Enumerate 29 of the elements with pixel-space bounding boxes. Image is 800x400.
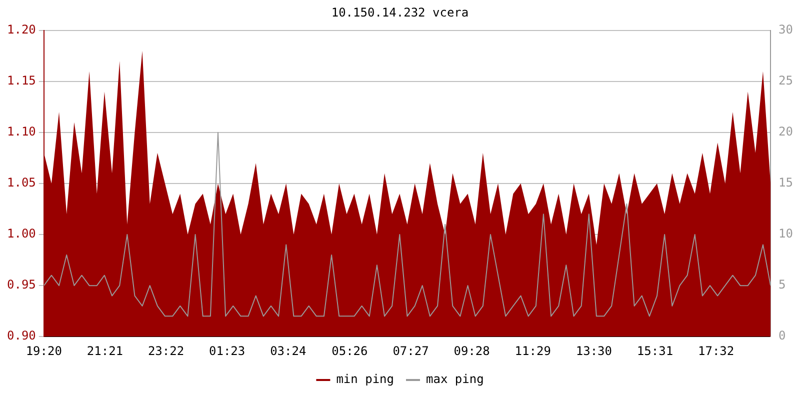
x-tick-label: 13:30 bbox=[576, 344, 612, 358]
x-tick-label: 07:27 bbox=[392, 344, 429, 358]
y2-tick-label: 10 bbox=[778, 226, 794, 241]
y-tick-label: 1.10 bbox=[6, 124, 36, 139]
chart-title: 10.150.14.232 vcera bbox=[331, 5, 469, 20]
y2-tick-label: 0 bbox=[778, 328, 786, 343]
y-tick-label: 1.15 bbox=[6, 74, 36, 88]
x-tick-label: 23:22 bbox=[148, 344, 184, 358]
x-tick-label: 01:23 bbox=[209, 344, 246, 358]
x-tick-label: 17:32 bbox=[698, 344, 734, 358]
y-tick-label: 0.95 bbox=[6, 278, 36, 292]
x-tick-label: 11:29 bbox=[514, 344, 551, 358]
x-tick-label: 21:21 bbox=[86, 344, 124, 358]
x-tick-label: 05:26 bbox=[332, 344, 368, 358]
y2-tick-label: 5 bbox=[778, 278, 786, 292]
y-tick-label: 1.05 bbox=[6, 176, 36, 190]
x-tick-label: 15:31 bbox=[636, 344, 674, 358]
y-tick-label: 1.20 bbox=[6, 22, 36, 37]
legend-label: max ping bbox=[426, 372, 484, 386]
y2-tick-label: 15 bbox=[778, 176, 794, 190]
y-tick-label: 1.00 bbox=[6, 226, 36, 241]
x-tick-label: 03:24 bbox=[270, 344, 306, 358]
y2-tick-label: 20 bbox=[778, 124, 794, 139]
x-tick-label: 19:20 bbox=[26, 344, 62, 358]
legend-label: min ping bbox=[336, 372, 394, 386]
y2-tick-label: 25 bbox=[778, 74, 794, 88]
x-tick-label: 09:28 bbox=[454, 344, 490, 358]
y2-tick-label: 30 bbox=[778, 22, 794, 37]
y-tick-label: 0.90 bbox=[6, 328, 36, 343]
